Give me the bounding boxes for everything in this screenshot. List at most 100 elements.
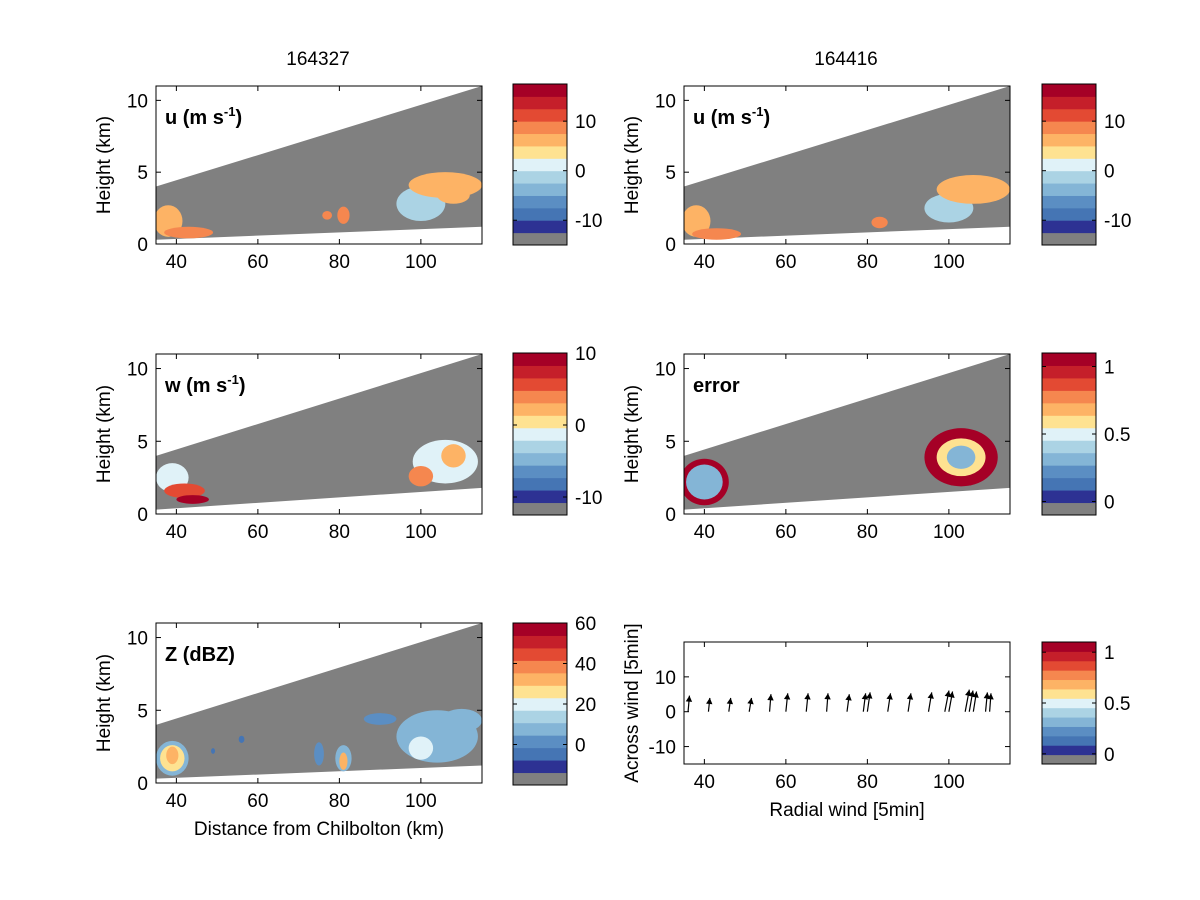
colorbar-segment xyxy=(1042,502,1096,516)
y-axis-label: Height (km) xyxy=(94,385,115,483)
echo-5 xyxy=(441,444,466,468)
wind-arrow-7 xyxy=(824,693,831,712)
wind-arrow-19 xyxy=(983,692,991,712)
colorbar-segment xyxy=(1042,402,1096,416)
colorbar-segment xyxy=(513,697,567,711)
colorbar-segment xyxy=(1042,490,1096,504)
colorbar-tick-label: 10 xyxy=(575,112,596,133)
echo-2 xyxy=(176,495,209,504)
wind-arrow-5 xyxy=(783,693,791,712)
x-tick-label: 100 xyxy=(933,522,965,543)
echo-8 xyxy=(441,708,482,733)
colorbar-segment xyxy=(513,390,567,404)
x-tick-label: 100 xyxy=(405,252,437,273)
colorbar-tick-label: 10 xyxy=(575,344,596,365)
colorbar-segment xyxy=(1042,415,1096,429)
panel-label: u (m s-1) xyxy=(693,104,770,129)
colorbar-segment xyxy=(513,735,567,749)
echo-5 xyxy=(314,742,324,766)
colorbar-segment xyxy=(1042,158,1096,172)
y-tick-label: 5 xyxy=(665,432,676,453)
y-axis-label: Height (km) xyxy=(94,654,115,752)
colorbar-tick-label: 10 xyxy=(1104,112,1125,133)
wind-arrow-6 xyxy=(804,693,811,712)
colorbar-segment xyxy=(1042,195,1096,209)
wind-arrow-0 xyxy=(685,695,693,712)
wind-arrow-15 xyxy=(948,691,955,712)
x-tick-label: 80 xyxy=(857,772,878,793)
colorbar-segment xyxy=(1042,232,1096,246)
arrow-group xyxy=(685,689,994,712)
x-axis-label: Distance from Chilbolton (km) xyxy=(194,819,444,840)
x-tick-label: 80 xyxy=(857,522,878,543)
echo-4 xyxy=(339,752,348,770)
x-tick-label: 40 xyxy=(694,772,715,793)
y-tick-label: 5 xyxy=(137,163,148,184)
wind-arrow-11 xyxy=(886,693,893,712)
colorbar-segment xyxy=(513,452,567,466)
colorbar-segment xyxy=(513,747,567,761)
y-tick-label: 0 xyxy=(137,505,148,526)
colorbar-segment xyxy=(1042,660,1096,671)
echo-9 xyxy=(363,713,397,725)
wind-arrow-2 xyxy=(726,697,734,712)
x-tick-label: 40 xyxy=(166,791,187,812)
colorbar-segment xyxy=(1042,353,1096,366)
axes-frame xyxy=(155,353,483,515)
colorbar-segment xyxy=(513,465,567,479)
echo-2 xyxy=(337,206,350,224)
echo-2 xyxy=(871,216,888,229)
x-tick-label: 60 xyxy=(247,791,268,812)
y-axis-label: Height (km) xyxy=(622,385,643,483)
panel-Z_164327: 40 60 80 100 0 5 10 Height (km) Distance from Ch… xyxy=(94,614,596,840)
y-tick-label: 5 xyxy=(137,432,148,453)
colorbar-tick-label: 40 xyxy=(575,655,596,676)
x-tick-label: 80 xyxy=(857,252,878,273)
colorbar-segment xyxy=(513,377,567,391)
colorbar-segment xyxy=(1042,427,1096,441)
colorbar-segment xyxy=(1042,96,1096,110)
x-axis-label: Radial wind [5min] xyxy=(769,800,924,821)
echo-1 xyxy=(164,483,205,498)
colorbar-segment xyxy=(1042,377,1096,391)
y-tick-label: 0 xyxy=(137,774,148,795)
y-axis-label: Across wind [5min] xyxy=(622,623,643,782)
column-title-left: 164327 xyxy=(286,49,349,70)
colorbar-segment xyxy=(513,685,567,699)
colorbar-segment xyxy=(513,647,567,661)
panel-label: w (m s-1) xyxy=(164,372,245,397)
colorbar-segment xyxy=(1042,477,1096,491)
wind-arrow-20 xyxy=(987,693,994,712)
echo-group xyxy=(156,708,482,776)
colorbar-segment xyxy=(1042,365,1096,379)
colorbar-segment xyxy=(513,502,567,516)
colorbar: 00.51 xyxy=(1041,641,1130,766)
colorbar-tick-label: -10 xyxy=(575,211,602,232)
colorbar-segment xyxy=(513,183,567,196)
colorbar-segment xyxy=(1042,390,1096,404)
colorbar-tick-label: 1 xyxy=(1104,643,1115,664)
colorbar-segment xyxy=(513,145,567,159)
colorbar: -10 0 10 xyxy=(1041,83,1131,246)
radar-coverage-area xyxy=(684,354,1010,510)
x-tick-label: 40 xyxy=(166,522,187,543)
colorbar-tick-label: 0 xyxy=(575,162,586,183)
colorbar-tick-label: 0 xyxy=(575,416,586,437)
y-axis-label: Height (km) xyxy=(94,116,115,214)
colorbar-segment xyxy=(513,353,567,366)
colorbar-segment xyxy=(1042,688,1096,699)
x-tick-label: 40 xyxy=(694,522,715,543)
echo-2 xyxy=(166,746,179,765)
colorbar-segment xyxy=(1042,145,1096,159)
y-tick-label: 0 xyxy=(665,505,676,526)
colorbar-segment xyxy=(513,158,567,172)
echo-4 xyxy=(936,175,1010,204)
echo-10 xyxy=(238,735,245,743)
y-tick-label: 0 xyxy=(137,235,148,256)
colorbar-tick-label: 0 xyxy=(1104,745,1115,766)
x-tick-label: 100 xyxy=(933,252,965,273)
colorbar-segment xyxy=(513,84,567,97)
axes-frame xyxy=(683,85,1011,245)
